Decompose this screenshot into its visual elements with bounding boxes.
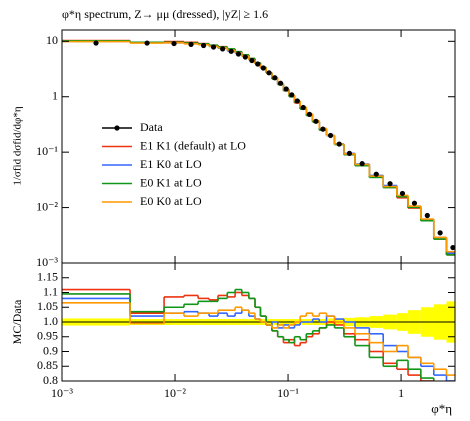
- data-point: [313, 118, 319, 124]
- data-point: [235, 51, 242, 57]
- data-point: [336, 141, 342, 147]
- data-point: [220, 46, 226, 52]
- legend-label: E1 K1 (default) at LO: [140, 138, 246, 152]
- data-point: [387, 181, 393, 187]
- data-point: [188, 41, 194, 47]
- data-point: [255, 61, 261, 67]
- legend-label: E1 K0 at LO: [140, 157, 202, 171]
- plot-area: [62, 288, 455, 381]
- data-point: [272, 75, 278, 81]
- data-point: [200, 42, 207, 49]
- y-tick-label: 10⁻²: [36, 199, 58, 213]
- data-point: [210, 44, 217, 50]
- x-axis-label: φ*η: [431, 401, 452, 416]
- chart-title: φ*η spectrum, Z→ μμ (dressed), |yZ| ≥ 1.…: [62, 7, 268, 21]
- data-point: [266, 70, 272, 76]
- legend-label: E0 K0 at LO: [140, 194, 202, 208]
- data-point: [144, 40, 150, 46]
- legend-label: Data: [140, 120, 163, 134]
- data-point: [228, 48, 234, 54]
- legend-marker: [114, 125, 120, 131]
- data-point: [93, 40, 99, 46]
- data-point: [277, 80, 284, 86]
- y-axis-label: 1/σfid dσfid/dφ*η: [12, 106, 24, 186]
- y-tick-label: 10⁻¹: [36, 144, 58, 158]
- legend-label: E0 K1 at LO: [140, 175, 202, 189]
- y-axis-label: MC/Data: [10, 299, 24, 344]
- data-point: [283, 86, 289, 92]
- data-point: [171, 40, 177, 47]
- data-point: [437, 230, 443, 236]
- data-point: [289, 92, 295, 98]
- data-point: [359, 161, 365, 167]
- data-point: [294, 98, 300, 104]
- data-point: [300, 104, 306, 111]
- y-tick-label: 1.05: [37, 299, 58, 313]
- data-point: [260, 65, 266, 71]
- data-point: [411, 200, 418, 206]
- y-tick-label: 0.8: [43, 373, 58, 387]
- plot-area: [62, 39, 455, 256]
- data-point: [424, 212, 430, 219]
- y-tick-label: 1.0: [43, 314, 58, 328]
- y-tick-label: 1.1: [43, 284, 58, 298]
- data-point: [242, 54, 248, 60]
- x-tick-label: 1: [398, 386, 404, 400]
- y-tick-label: 1: [52, 88, 58, 102]
- x-tick-label: 10⁻²: [164, 386, 186, 400]
- y-tick-label: 1.15: [37, 270, 58, 284]
- y-tick-label: 0.95: [37, 329, 58, 343]
- data-point: [450, 244, 455, 251]
- data-point: [373, 171, 379, 177]
- y-tick-label: 10⁻³: [36, 255, 58, 269]
- y-tick-label: 10: [46, 33, 58, 47]
- data-point: [327, 132, 334, 139]
- y-tick-label: 0.9: [43, 343, 58, 357]
- data-point: [346, 150, 353, 156]
- x-tick-label: 10⁻¹: [277, 386, 299, 400]
- data-point: [306, 111, 313, 118]
- data-point: [320, 126, 326, 132]
- data-point: [249, 57, 255, 64]
- x-tick-label: 10⁻³: [51, 386, 73, 400]
- data-point: [399, 190, 406, 197]
- y-tick-label: 0.85: [37, 358, 58, 372]
